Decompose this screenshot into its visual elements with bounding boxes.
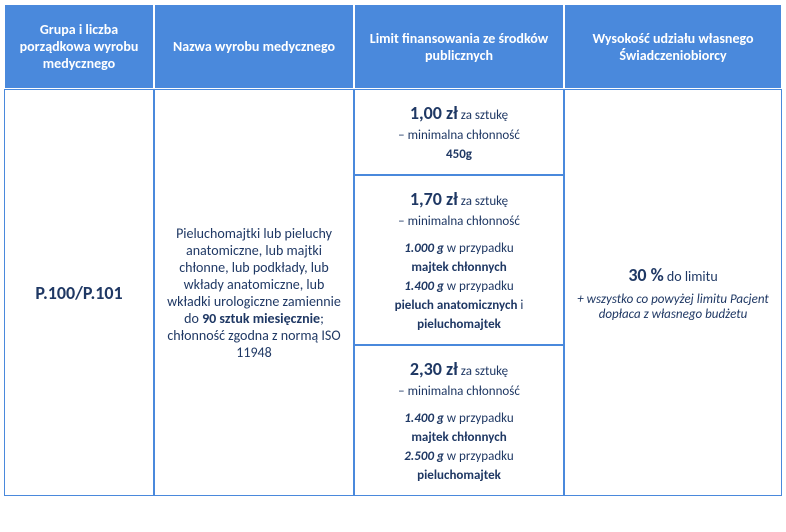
limit2-case1: 1.000 g w przypadku (363, 241, 555, 256)
header-col3: Limit finansowania ze środków publicznyc… (354, 4, 564, 89)
limit2-price-line: 1,70 zł za sztukę (363, 188, 555, 210)
copay-note: + wszystko co powyżej limitu Pacjent dop… (575, 292, 771, 322)
limit1-price-line: 1,00 zł za sztukę (363, 102, 555, 124)
group-code: P.100/P.101 (35, 282, 122, 304)
limit3-b1: majtek chłonnych (363, 430, 555, 445)
header-col1: Grupa i liczba porządkowa wyrobu medyczn… (4, 4, 154, 89)
limit2-case2: 1.400 g w przypadku (363, 279, 555, 294)
limit2-v1: 1.000 g (404, 241, 444, 256)
limit3-v2: 2.500 g (404, 449, 444, 464)
copay-cell: 30 % do limitu + wszystko co powyżej lim… (564, 89, 782, 496)
limit3-t1: w przypadku (444, 411, 514, 426)
limit3-b2: pieluchomajtek (363, 468, 555, 483)
limit1-price: 1,00 zł (410, 102, 458, 124)
group-code-cell: P.100/P.101 (4, 89, 154, 496)
copay-suffix: do limitu (664, 268, 718, 285)
limit2-t1: w przypadku (444, 241, 514, 256)
limit-row-2: 1,70 zł za sztukę – minimalna chłonność … (354, 175, 564, 345)
limit3-price-line: 2,30 zł za sztukę (363, 358, 555, 380)
limit3-v1: 1.400 g (404, 411, 444, 426)
limit2-b2b: pieluchomajtek (363, 317, 555, 332)
limit3-t2: w przypadku (444, 449, 514, 464)
copay-percent-line: 30 % do limitu (628, 264, 717, 286)
limit3-sub: – minimalna chłonność (363, 384, 555, 399)
copay-percent: 30 % (628, 264, 663, 286)
limit3-case1: 1.400 g w przypadku (363, 411, 555, 426)
limit2-b2-line: pieluch anatomicznych i (363, 298, 555, 313)
spacer (363, 231, 555, 239)
limit1-sub: – minimalna chłonność (363, 128, 555, 143)
limit2-b2join: i (517, 298, 523, 313)
limit2-price: 1,70 zł (410, 188, 458, 210)
spacer (363, 401, 555, 409)
limit2-sub: – minimalna chłonność (363, 214, 555, 229)
pricing-table: Grupa i liczba porządkowa wyrobu medyczn… (4, 4, 782, 496)
table-body-row: P.100/P.101 Pieluchomajtki lub pieluchy … (4, 89, 782, 496)
limit1-unit: za sztukę (458, 108, 508, 123)
limit1-value: 450g (363, 147, 555, 162)
header-col2: Nazwa wyrobu medycznego (154, 4, 354, 89)
limit2-b2a: pieluch anatomicznych (395, 298, 518, 313)
limit2-t2: w przypadku (444, 279, 514, 294)
limit3-unit: za sztukę (458, 364, 508, 379)
limit-row-1: 1,00 zł za sztukę – minimalna chłonność … (354, 89, 564, 175)
limit-row-3: 2,30 zł za sztukę – minimalna chłonność … (354, 345, 564, 496)
limit3-case2: 2.500 g w przypadku (363, 449, 555, 464)
product-qty: 90 sztuk miesięcznie (202, 310, 320, 327)
limit2-unit: za sztukę (458, 194, 508, 209)
limit2-v2: 1.400 g (404, 279, 444, 294)
limit-column: 1,00 zł za sztukę – minimalna chłonność … (354, 89, 564, 496)
limit2-b1: majtek chłonnych (363, 260, 555, 275)
limit3-price: 2,30 zł (410, 358, 458, 380)
product-name-cell: Pieluchomajtki lub pieluchy anatomiczne,… (154, 89, 354, 496)
header-col4: Wysokość udziału własnego Świadczeniobio… (564, 4, 782, 89)
table-header-row: Grupa i liczba porządkowa wyrobu medyczn… (4, 4, 782, 89)
product-description: Pieluchomajtki lub pieluchy anatomiczne,… (165, 225, 343, 361)
